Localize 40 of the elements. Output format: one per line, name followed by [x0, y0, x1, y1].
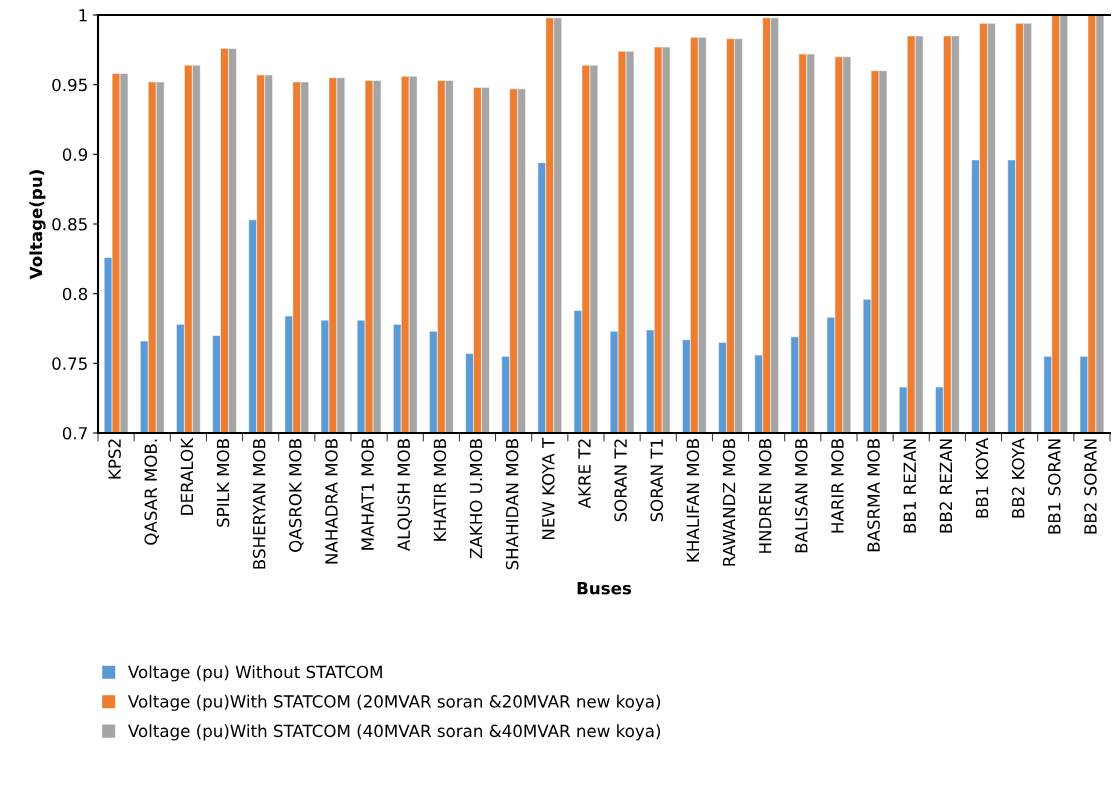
- y-tick-label: 1: [79, 9, 87, 22]
- y-tick-label: 0.95: [52, 78, 87, 92]
- x-tick-label: BB1 SORAN: [1048, 439, 1061, 534]
- legend-label: Voltage (pu)With STATCOM (20MVAR soran &20MVAR new koya): [128, 694, 661, 711]
- x-axis-title: Buses: [577, 582, 632, 595]
- x-tick-label: QASAR MOB.: [144, 439, 159, 545]
- x-tick-label: SPILK MOB: [216, 439, 230, 527]
- x-tick-label: QASROK MOB: [289, 439, 304, 552]
- x-tick-label: SORAN T2: [614, 439, 627, 522]
- x-tick-label: BB2 SORAN: [1084, 439, 1097, 534]
- x-tick-label: NAHADRA MOB: [325, 439, 338, 564]
- x-tick-label: BASRMA MOB: [867, 439, 880, 552]
- x-tick-label: BB2 REZAN: [939, 439, 952, 533]
- x-tick-label: ZAKHO U.MOB: [469, 439, 483, 559]
- x-tick-label: KHALIFAN MOB: [686, 439, 700, 562]
- x-tick-label: MAHAT1 MOB: [361, 439, 374, 550]
- x-tick-label: ALQUSH MOB: [397, 439, 412, 552]
- legend-label: Voltage (pu)With STATCOM (40MVAR soran &40MVAR new koya): [128, 724, 661, 741]
- x-tick-label: RAWANDZ MOB: [722, 439, 736, 566]
- legend-label: Voltage (pu) Without STATCOM: [128, 665, 382, 682]
- x-tick-label: BB1 KOYA: [975, 438, 989, 518]
- x-tick-label: DERALOK: [180, 437, 194, 515]
- y-axis-title: Voltage(pu): [29, 170, 46, 280]
- x-tick-label: KPS2: [108, 439, 121, 479]
- y-tick-label: 0.75: [52, 357, 87, 370]
- y-tick-label: 0.9: [62, 148, 88, 161]
- x-tick-label: BSHERYAN MOB: [252, 439, 266, 569]
- y-tick-label: 0.8: [62, 287, 88, 301]
- y-tick-label: 0.85: [52, 217, 87, 231]
- x-tick-label: SORAN T1: [650, 439, 664, 522]
- x-tick-label: SHAHIDAN MOB: [505, 439, 519, 570]
- x-tick-label: AKRE T2: [578, 439, 591, 509]
- x-tick-label: BB2 KOYA: [1011, 438, 1025, 518]
- x-tick-label: BB1 REZAN: [903, 439, 916, 533]
- x-tick-label: BALISAN MOB: [795, 439, 808, 553]
- x-tick-label: HNDREN MOB: [758, 439, 772, 553]
- y-tick-label: 0.7: [62, 426, 87, 440]
- x-tick-label: NEW KOYA T: [542, 437, 555, 539]
- x-tick-label: HARIR MOB: [831, 439, 844, 533]
- x-tick-label: KHATIR MOB: [433, 439, 447, 541]
